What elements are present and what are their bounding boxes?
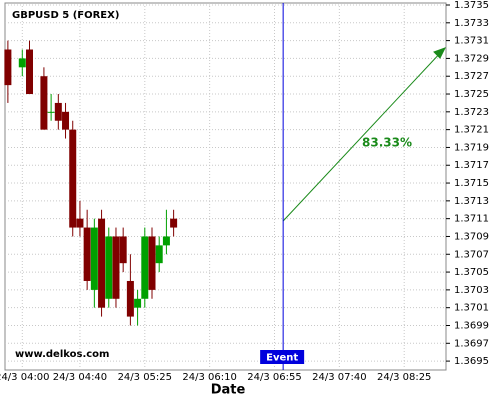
y-tick-label: 1.3705 bbox=[454, 267, 489, 278]
prediction-label: 83.33% bbox=[362, 136, 412, 150]
x-axis-label: Date bbox=[211, 383, 246, 398]
y-tick-label: 1.3703 bbox=[454, 285, 489, 296]
candle-body bbox=[62, 111, 70, 130]
y-tick-label: 1.3707 bbox=[454, 249, 489, 260]
candle-body bbox=[4, 49, 12, 86]
y-tick-label: 1.3695 bbox=[454, 356, 489, 367]
y-tick-label: 1.3715 bbox=[454, 178, 489, 189]
candle-body bbox=[26, 49, 33, 95]
x-tick-label: 24/3 06:10 bbox=[182, 372, 236, 383]
candle-body bbox=[76, 218, 84, 228]
candle-body bbox=[126, 280, 134, 317]
y-tick-label: 1.3719 bbox=[454, 142, 489, 153]
candle-body bbox=[83, 227, 91, 281]
plot-frame bbox=[4, 2, 447, 371]
x-tick-label: 24/3 04:00 bbox=[0, 372, 50, 383]
y-tick-label: 1.3699 bbox=[454, 320, 489, 331]
candle-body bbox=[47, 111, 55, 113]
prediction-arrow bbox=[282, 49, 444, 222]
event-label: Event bbox=[266, 353, 298, 364]
candle-body bbox=[54, 102, 62, 121]
y-tick-label: 1.3735 bbox=[454, 0, 489, 11]
y-tick-label: 1.3711 bbox=[454, 214, 489, 225]
y-tick-label: 1.3727 bbox=[454, 71, 489, 82]
y-tick-label: 1.3731 bbox=[454, 36, 489, 47]
y-tick-label: 1.3713 bbox=[454, 196, 489, 207]
candle-body bbox=[105, 236, 113, 299]
candle-body bbox=[155, 245, 163, 264]
chart-title: GBPUSD 5 (FOREX) bbox=[12, 10, 119, 21]
y-tick-label: 1.3721 bbox=[454, 125, 489, 136]
x-tick-label: 24/3 07:40 bbox=[312, 372, 366, 383]
candle-body bbox=[162, 236, 170, 246]
y-tick-label: 1.3709 bbox=[454, 231, 489, 242]
y-tick-label: 1.3725 bbox=[454, 89, 489, 100]
candle-body bbox=[148, 236, 156, 290]
y-tick-label: 1.3717 bbox=[454, 160, 489, 171]
candle-body bbox=[119, 236, 127, 264]
x-tick-label: 24/3 04:40 bbox=[53, 372, 107, 383]
y-tick-label: 1.3701 bbox=[454, 303, 489, 314]
x-tick-label: 24/3 08:25 bbox=[377, 372, 431, 383]
candle-body bbox=[170, 218, 178, 228]
event-box bbox=[260, 350, 305, 364]
candle-body bbox=[134, 298, 142, 308]
arrow-head bbox=[433, 47, 447, 59]
candle-body bbox=[112, 236, 120, 299]
y-tick-label: 1.3697 bbox=[454, 338, 489, 349]
candle-body bbox=[40, 76, 48, 130]
y-tick-label: 1.3733 bbox=[454, 18, 489, 29]
candle-body bbox=[98, 218, 106, 308]
candle-body bbox=[69, 129, 77, 228]
y-tick-label: 1.3723 bbox=[454, 107, 489, 118]
watermark: www.delkos.com bbox=[15, 349, 109, 360]
candle-body bbox=[90, 227, 98, 290]
candle-body bbox=[141, 236, 149, 299]
x-tick-label: 24/3 06:55 bbox=[247, 372, 301, 383]
y-tick-label: 1.3729 bbox=[454, 53, 489, 64]
candle-body bbox=[18, 58, 26, 68]
x-tick-label: 24/3 05:25 bbox=[118, 372, 172, 383]
